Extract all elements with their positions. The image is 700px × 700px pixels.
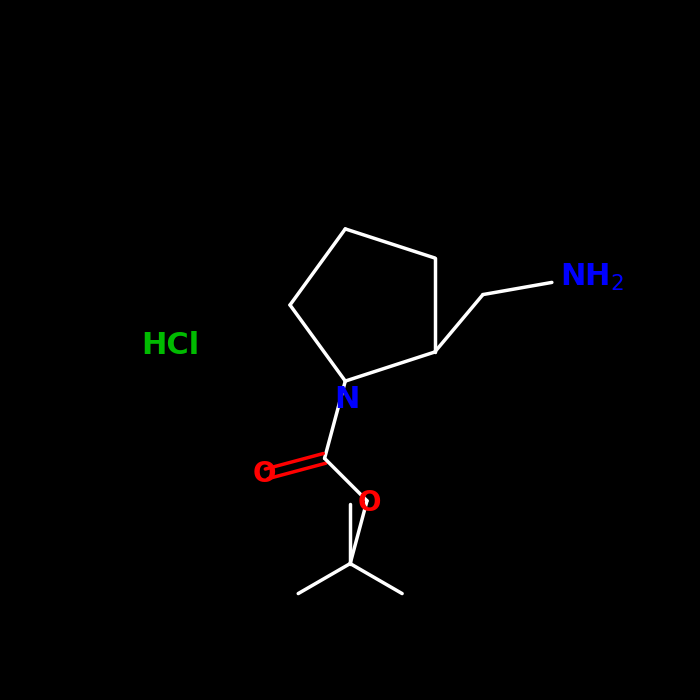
Text: NH$_2$: NH$_2$ (560, 262, 624, 293)
Text: HCl: HCl (141, 330, 199, 360)
Text: O: O (253, 460, 276, 488)
Text: N: N (335, 384, 360, 414)
Text: O: O (357, 489, 381, 517)
